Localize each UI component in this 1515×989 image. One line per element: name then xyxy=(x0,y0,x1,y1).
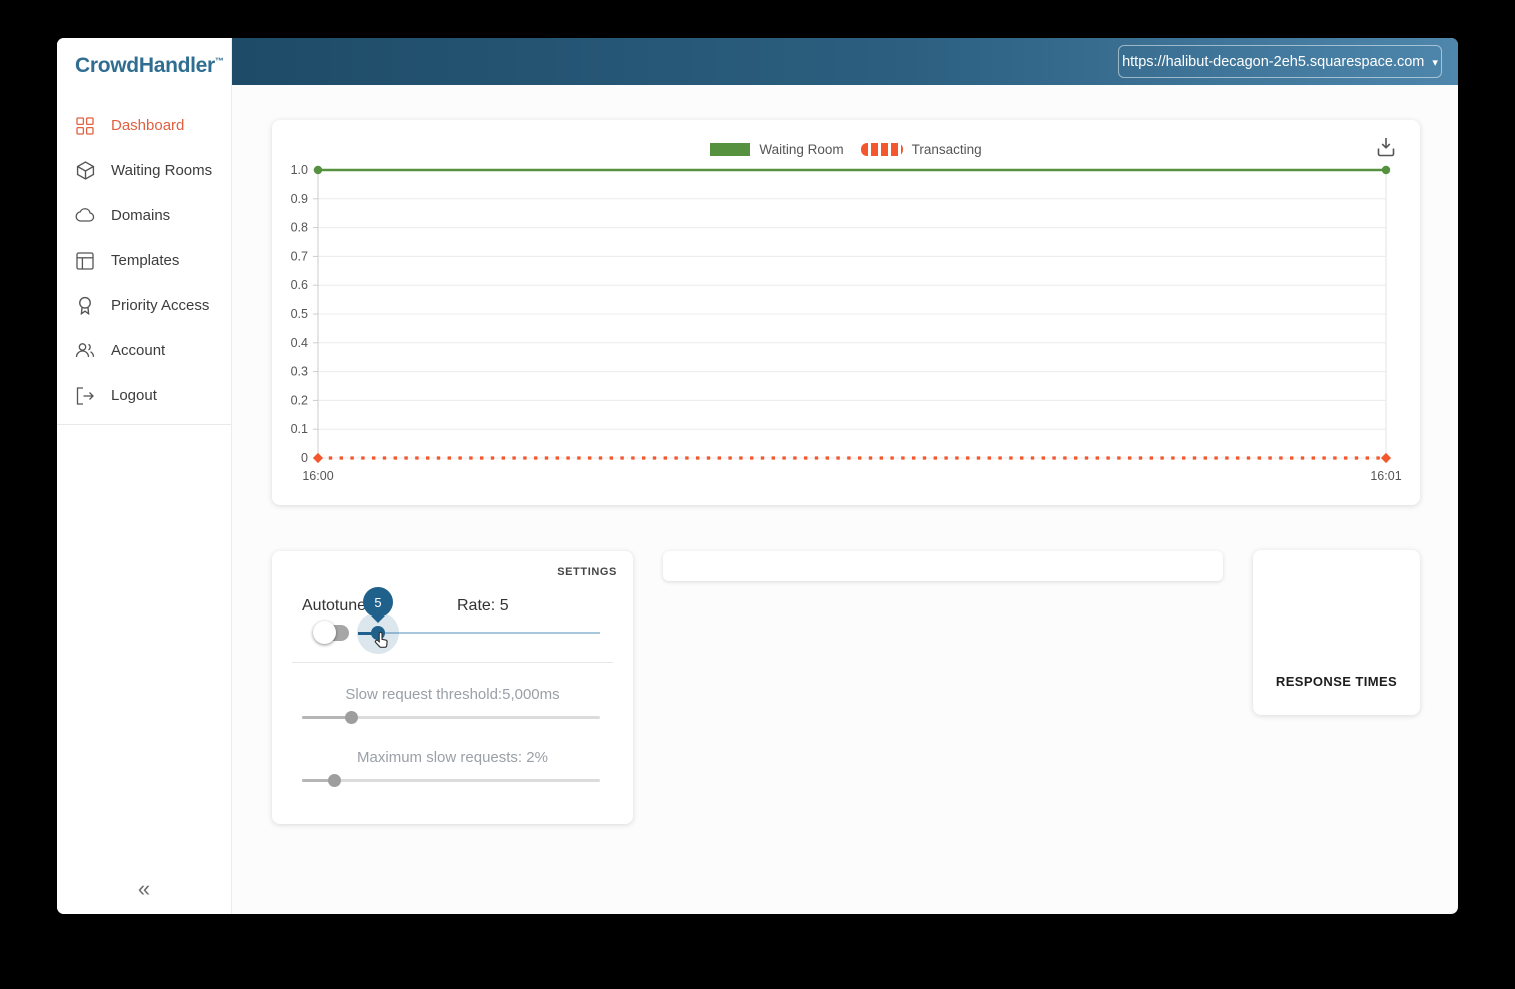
logo-text: CrowdHandler xyxy=(75,54,215,77)
site-url-label: https://halibut-decagon-2eh5.squarespace… xyxy=(1122,53,1425,70)
svg-text:0.4: 0.4 xyxy=(291,336,308,350)
empty-bar-card xyxy=(663,551,1223,581)
autotune-label: Autotune xyxy=(302,597,367,614)
response-times-title: RESPONSE TIMES xyxy=(1275,674,1398,689)
download-icon xyxy=(1377,137,1395,156)
logo-trademark: ™ xyxy=(214,56,224,66)
settings-card: SETTINGS Autotune Rate: 5 5 Slow request… xyxy=(272,551,633,824)
svg-text:0.5: 0.5 xyxy=(291,307,308,321)
slow-threshold-slider-track[interactable] xyxy=(302,716,600,719)
svg-text:0.7: 0.7 xyxy=(291,249,308,263)
max-slow-slider-track[interactable] xyxy=(302,779,600,782)
sidebar-item-label: Domains xyxy=(111,207,171,224)
svg-text:0.3: 0.3 xyxy=(291,365,308,379)
site-url-dropdown[interactable]: https://halibut-decagon-2eh5.squarespace… xyxy=(1118,45,1442,78)
sidebar-nav: Dashboard Waiting Rooms Domains Template… xyxy=(57,103,231,418)
sidebar-item-logout[interactable]: Logout xyxy=(57,373,231,418)
sidebar-item-label: Priority Access xyxy=(111,297,210,314)
svg-text:0.1: 0.1 xyxy=(291,422,308,436)
rate-slider-tooltip: 5 xyxy=(363,587,393,617)
sidebar-item-label: Logout xyxy=(111,387,157,404)
svg-text:0.6: 0.6 xyxy=(291,278,308,292)
svg-text:0.9: 0.9 xyxy=(291,192,308,206)
sidebar-item-account[interactable]: Account xyxy=(57,328,231,373)
rate-label: Rate: 5 xyxy=(457,597,509,614)
chevron-down-icon: ▾ xyxy=(1432,57,1438,69)
sidebar-item-templates[interactable]: Templates xyxy=(57,238,231,283)
traffic-chart-card: 0 0.1 0.2 0.3 0.4 0.5 0.6 0.7 0.8 0.9 1.0 16:00 16:0… xyxy=(272,120,1420,505)
sidebar-item-label: Waiting Rooms xyxy=(111,162,213,179)
max-slow-slider-handle[interactable] xyxy=(328,774,341,787)
autotune-toggle[interactable] xyxy=(313,621,349,644)
waiting-room-chart: 0 0.1 0.2 0.3 0.4 0.5 0.6 0.7 0.8 0.9 1.0 16:00 16:0… xyxy=(291,163,1402,483)
svg-text:0.2: 0.2 xyxy=(291,393,308,407)
rate-slider-track[interactable] xyxy=(358,632,600,634)
svg-text:0: 0 xyxy=(301,451,308,465)
sidebar: CrowdHandler™ Dashboard Waiting Rooms Do… xyxy=(57,38,232,914)
dashboard-grid-icon xyxy=(75,116,95,136)
sidebar-item-domains[interactable]: Domains xyxy=(57,193,231,238)
sidebar-item-dashboard[interactable]: Dashboard xyxy=(57,103,231,148)
users-icon xyxy=(75,341,95,361)
slow-threshold-slider-handle[interactable] xyxy=(345,711,358,724)
legend-label-transacting: Transacting xyxy=(911,142,982,157)
svg-text:1.0: 1.0 xyxy=(291,163,308,177)
top-header-bar: https://halibut-decagon-2eh5.squarespace… xyxy=(232,38,1458,85)
app-window: CrowdHandler™ Dashboard Waiting Rooms Do… xyxy=(57,38,1458,914)
rate-slider-fill xyxy=(358,631,378,635)
mouse-cursor-hand xyxy=(374,631,388,648)
badge-icon xyxy=(75,296,95,316)
response-times-card: RESPONSE TIMES xyxy=(1253,550,1420,715)
sidebar-item-priority-access[interactable]: Priority Access xyxy=(57,283,231,328)
legend-label-waiting-room: Waiting Room xyxy=(759,142,844,157)
toggle-knob xyxy=(313,621,336,644)
max-slow-label: Maximum slow requests: 2% xyxy=(357,749,548,766)
chart-legend: Waiting Room Transacting xyxy=(272,142,1420,157)
slow-threshold-slider-fill xyxy=(302,716,352,719)
sidebar-item-label: Account xyxy=(111,342,166,359)
cube-icon xyxy=(75,161,95,181)
template-icon xyxy=(75,251,95,271)
sidebar-item-waiting-rooms[interactable]: Waiting Rooms xyxy=(57,148,231,193)
sidebar-item-label: Dashboard xyxy=(111,117,185,134)
settings-title: SETTINGS xyxy=(557,566,617,578)
legend-swatch-waiting-room xyxy=(710,143,751,156)
cloud-icon xyxy=(75,206,95,226)
svg-text:16:00: 16:00 xyxy=(302,469,333,483)
slow-threshold-label: Slow request threshold:5,000ms xyxy=(345,686,560,703)
settings-divider xyxy=(292,662,613,663)
crowdhandler-logo: CrowdHandler™ xyxy=(75,54,224,78)
download-chart-button[interactable] xyxy=(1372,132,1400,160)
svg-text:16:01: 16:01 xyxy=(1370,469,1401,483)
sidebar-item-label: Templates xyxy=(111,252,180,269)
logout-icon xyxy=(75,386,95,406)
sidebar-collapse-button[interactable]: « xyxy=(137,876,151,901)
svg-text:0.8: 0.8 xyxy=(291,221,308,235)
max-slow-slider-fill xyxy=(302,779,335,782)
sidebar-divider xyxy=(57,424,231,425)
legend-swatch-transacting xyxy=(860,143,903,156)
